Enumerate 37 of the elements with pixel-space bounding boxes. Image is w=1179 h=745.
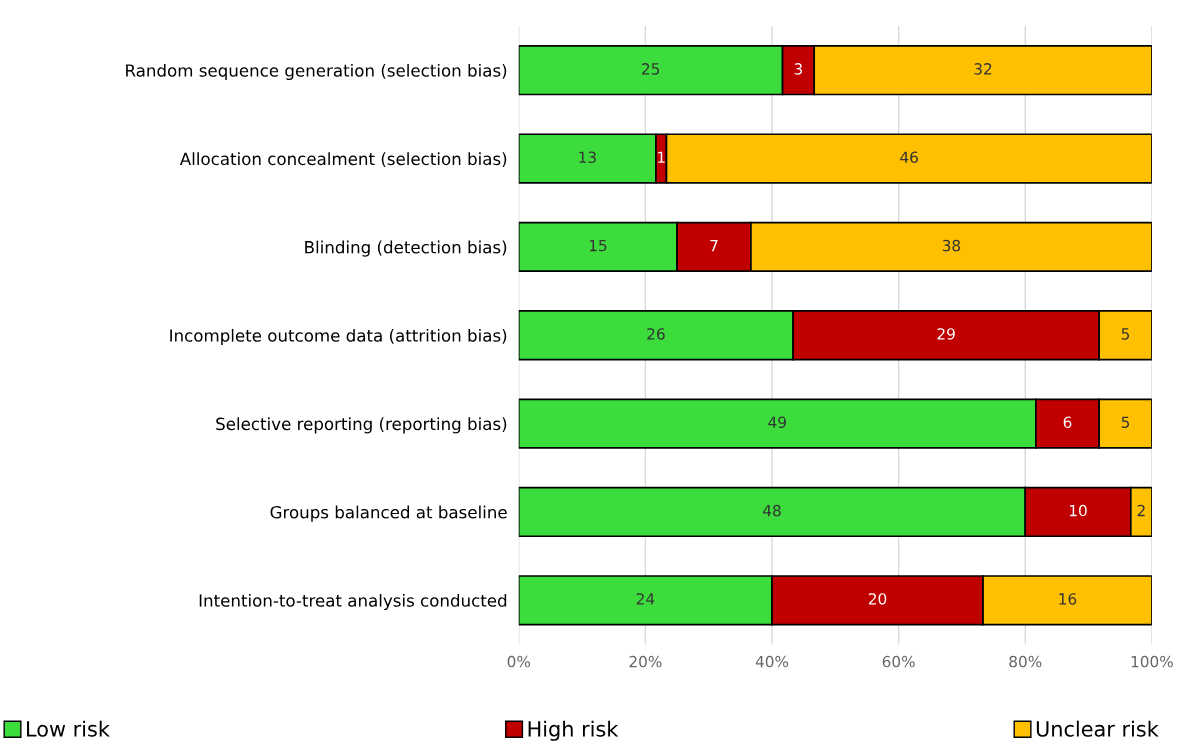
data-label: 29 bbox=[937, 328, 955, 340]
legend-label: Unclear risk bbox=[1036, 720, 1159, 737]
data-label: 25 bbox=[642, 63, 660, 75]
data-label: 13 bbox=[579, 151, 596, 164]
y-tick-label: Blinding (detection bias) bbox=[305, 240, 507, 257]
x2-tick-label: 80% bbox=[1009, 655, 1042, 668]
data-label: 20 bbox=[868, 593, 887, 605]
data-label: 15 bbox=[589, 239, 607, 252]
data-label: 7 bbox=[710, 239, 718, 252]
data-label: 46 bbox=[900, 151, 918, 164]
data-label: 24 bbox=[636, 593, 655, 605]
data-label: 2 bbox=[1137, 504, 1145, 517]
data-label: 48 bbox=[763, 504, 781, 517]
data-label: 5 bbox=[1121, 416, 1130, 429]
y-tick-label: Incomplete outcome data (attrition bias) bbox=[170, 328, 507, 346]
legend-label: Low risk bbox=[27, 720, 110, 737]
data-label: 6 bbox=[1063, 416, 1072, 429]
x2-tick-label: 60% bbox=[882, 655, 915, 668]
data-label: 26 bbox=[647, 328, 665, 340]
x2-tick-label: 0% bbox=[507, 655, 531, 668]
data-label: 38 bbox=[942, 239, 961, 252]
y-tick-label: Random sequence generation (selection bias) bbox=[126, 63, 507, 81]
y-tick-label: Intention-to-treat analysis conducted bbox=[199, 593, 507, 611]
x2-tick-label: 20% bbox=[629, 655, 662, 668]
y-tick-label: Selective reporting (reporting bias) bbox=[216, 417, 507, 434]
data-label: 10 bbox=[1069, 504, 1087, 517]
data-label: 16 bbox=[1059, 593, 1077, 605]
y-tick-label: Groups balanced at baseline bbox=[270, 505, 507, 522]
data-label: 32 bbox=[974, 63, 992, 75]
data-label: 5 bbox=[1121, 328, 1130, 340]
data-label: 49 bbox=[768, 416, 786, 429]
x2-tick-label: 100% bbox=[1131, 655, 1173, 668]
data-label: 1 bbox=[658, 151, 665, 163]
data-label: 3 bbox=[794, 63, 803, 75]
legend-label: High risk bbox=[528, 720, 619, 741]
y-tick-label: Allocation concealment (selection bias) bbox=[179, 152, 507, 168]
x2-tick-label: 40% bbox=[755, 655, 789, 668]
